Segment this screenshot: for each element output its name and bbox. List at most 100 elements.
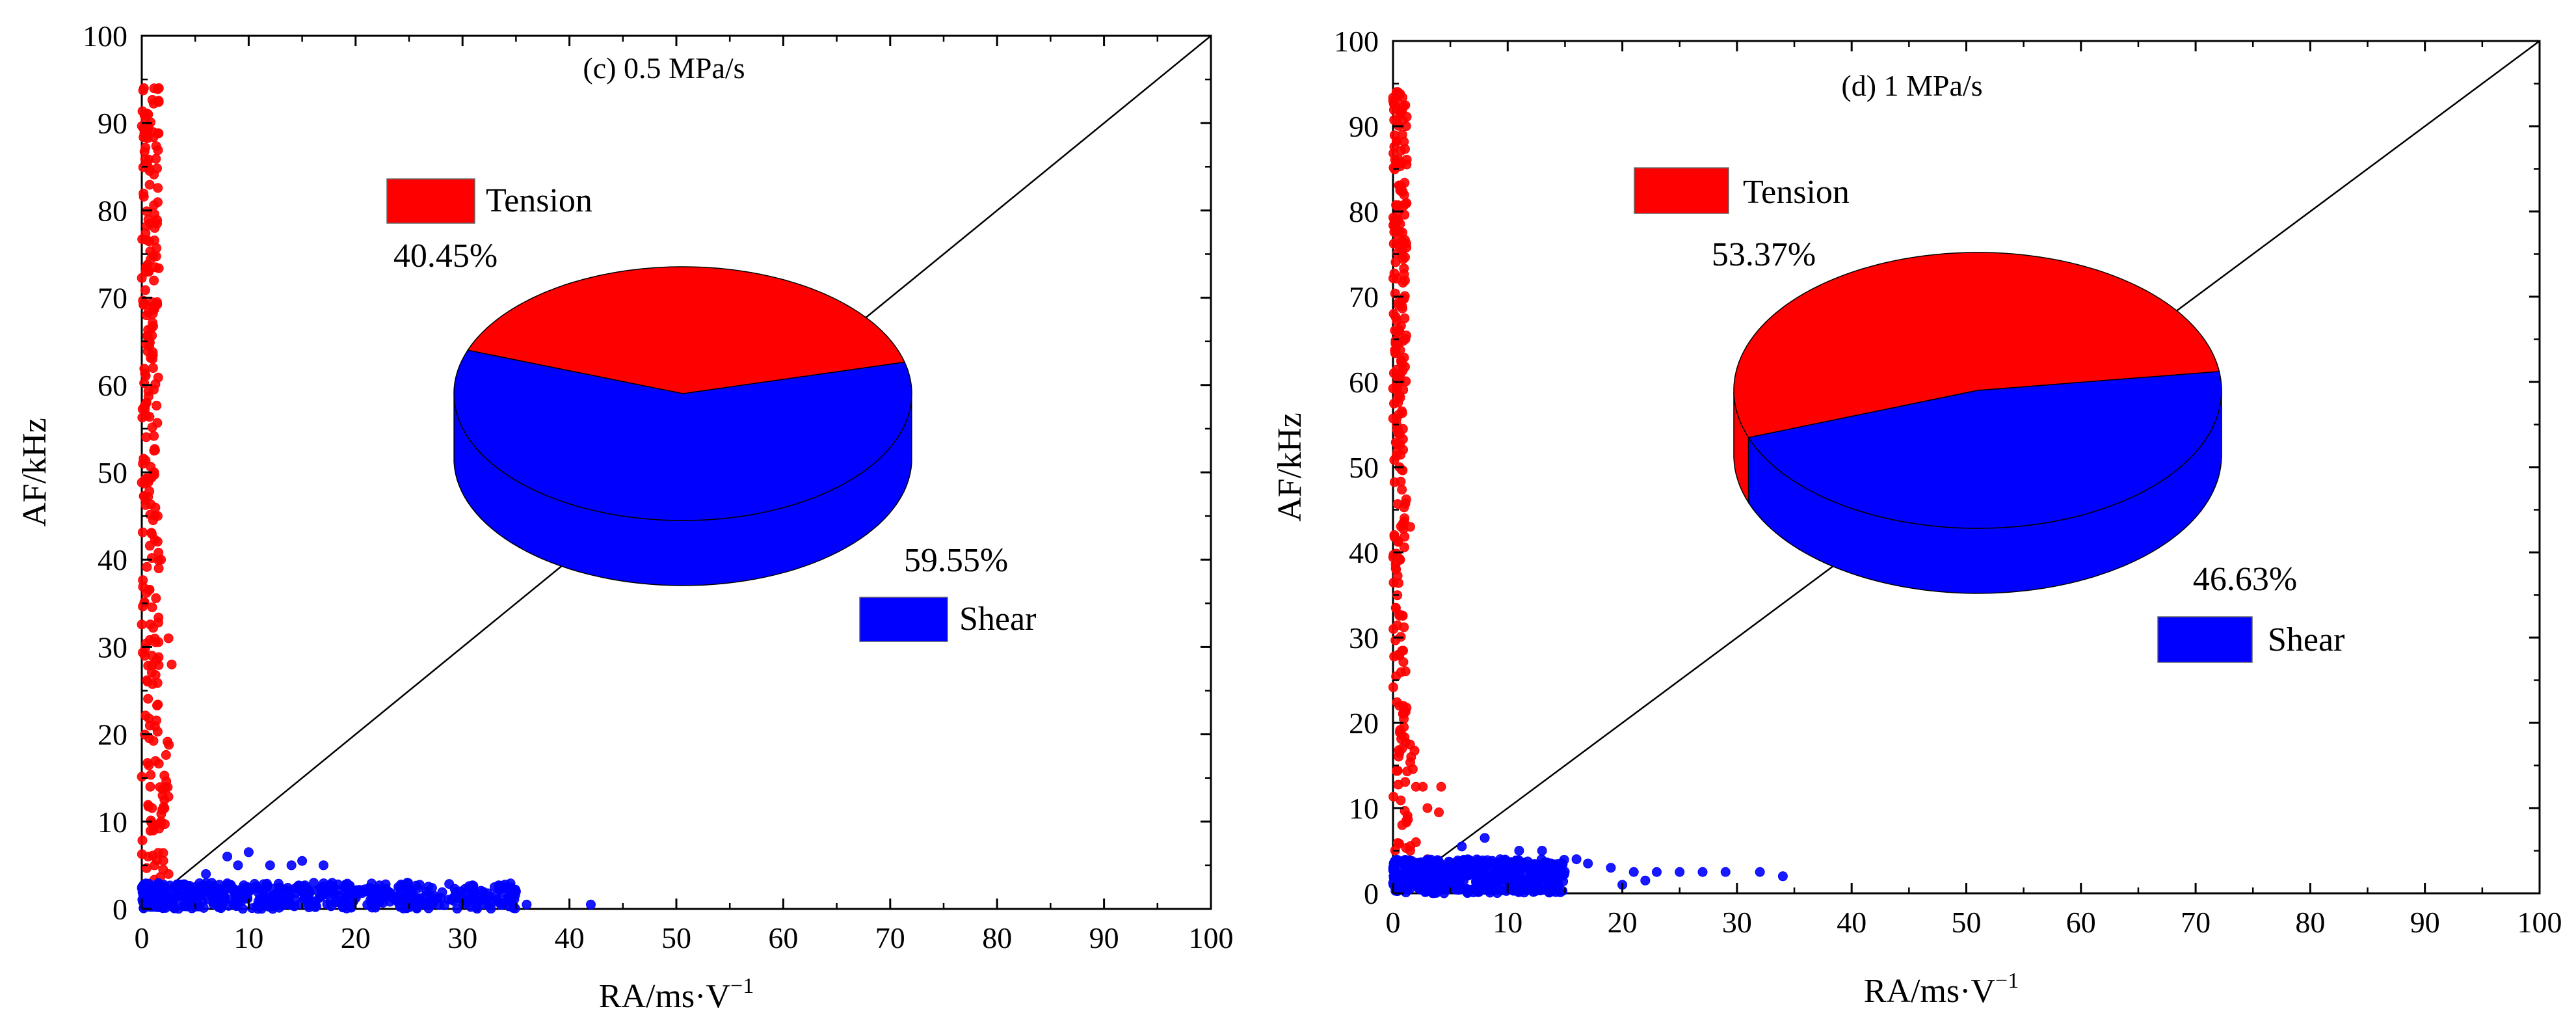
scatter-point — [1399, 622, 1409, 632]
scatter-point — [1755, 867, 1765, 877]
scatter-point — [1492, 858, 1502, 869]
scatter-point — [242, 893, 252, 903]
scatter-point — [1388, 624, 1399, 634]
y-axis-label: AF/kHz — [16, 418, 53, 527]
chart-panel-d: 0 10 20 30 40 50 60 70 80 90 100 0 10 20 30 40 50 60 70 80 9… — [1271, 25, 2562, 1010]
scatter-point — [423, 882, 434, 892]
scatter-point — [1395, 226, 1405, 237]
scatter-point — [1583, 858, 1593, 869]
scatter-point — [1720, 867, 1731, 877]
x-tick-label: 0 — [135, 921, 150, 954]
scatter-point — [142, 561, 152, 572]
scatter-point — [1777, 871, 1788, 882]
scatter-point — [232, 901, 242, 912]
scatter-point — [1392, 115, 1402, 126]
x-tick-label: 50 — [1952, 906, 1982, 939]
legend-label: Tension — [1743, 174, 1850, 211]
pie-percent-label: 40.45% — [393, 237, 498, 275]
scatter-point — [1548, 863, 1559, 873]
scatter-point — [1397, 359, 1407, 370]
scatter-point — [153, 372, 163, 383]
scatter-point — [148, 385, 159, 395]
scatter-point — [1392, 385, 1402, 395]
x-axis-label-superscript: −1 — [1995, 969, 2019, 993]
x-tick-label: 0 — [1386, 906, 1401, 939]
scatter-point — [1558, 859, 1568, 870]
scatter-point — [1401, 159, 1412, 170]
scatter-point — [150, 860, 160, 871]
chart-title: (d) 1 MPa/s — [1841, 69, 1982, 102]
scatter-point — [384, 887, 395, 897]
scatter-point — [153, 660, 164, 670]
scatter-point — [1474, 876, 1484, 887]
scatter-point — [585, 899, 596, 910]
scatter-point — [1537, 846, 1547, 856]
scatter-point — [490, 882, 500, 892]
scatter-point — [163, 633, 174, 643]
scatter-point — [1461, 869, 1471, 879]
scatter-point — [352, 885, 362, 895]
scatter-point — [153, 563, 164, 574]
scatter-point — [150, 502, 161, 513]
scatter-point — [375, 887, 386, 897]
scatter-point — [414, 880, 425, 890]
x-tick-label: 90 — [2410, 906, 2440, 939]
scatter-point — [486, 898, 496, 908]
y-tick-label: 80 — [1349, 195, 1379, 228]
scatter-point — [1397, 303, 1407, 314]
y-tick-label: 40 — [1349, 536, 1379, 569]
scatter-point — [1473, 887, 1483, 897]
scatter-point — [138, 897, 148, 907]
scatter-point — [1396, 476, 1406, 487]
legend-swatch — [2157, 616, 2253, 663]
y-tick-label: 60 — [1349, 366, 1379, 399]
scatter-point — [1472, 861, 1483, 872]
scatter-point — [148, 515, 158, 526]
scatter-point — [152, 297, 162, 307]
scatter-point — [1393, 779, 1403, 790]
scatter-point — [326, 901, 336, 912]
x-tick-label: 70 — [875, 921, 905, 954]
scatter-point — [1397, 820, 1407, 830]
scatter-point — [1697, 867, 1708, 877]
scatter-point — [147, 651, 157, 661]
scatter-point — [503, 895, 514, 905]
scatter-point — [1390, 312, 1401, 322]
scatter-point — [1537, 863, 1548, 873]
scatter-point — [1395, 439, 1405, 450]
pie-inset: 40.45% 59.55% — [393, 237, 1008, 586]
scatter-point — [1389, 530, 1400, 540]
scatter-point — [1480, 833, 1490, 843]
scatter-point — [151, 593, 161, 603]
x-axis-label-superscript: −1 — [730, 974, 754, 998]
scatter-point — [1436, 781, 1446, 792]
y-tick-label: 60 — [98, 369, 127, 402]
pie-percent-label: 53.37% — [1712, 236, 1816, 273]
y-tick-label: 50 — [98, 456, 127, 489]
scatter-point — [452, 904, 462, 914]
scatter-point — [143, 694, 153, 704]
scatter-point — [1396, 667, 1406, 677]
scatter-point — [148, 98, 159, 109]
scatter-point — [145, 781, 155, 792]
scatter-point — [511, 886, 521, 897]
scatter-point — [222, 851, 233, 861]
scatter-point — [1399, 542, 1409, 552]
scatter-point — [150, 262, 161, 273]
scatter-point — [304, 887, 315, 898]
scatter-point — [306, 899, 316, 910]
scatter-point — [144, 584, 155, 595]
scatter-point — [143, 660, 153, 671]
scatter-point — [1407, 764, 1418, 774]
scatter-point — [1487, 879, 1497, 889]
scatter-point — [151, 251, 161, 262]
scatter-point — [148, 132, 159, 142]
scatter-point — [298, 881, 308, 891]
scatter-point — [345, 880, 355, 891]
y-tick-label: 10 — [1349, 792, 1379, 825]
chart-panel-c: 0 10 20 30 40 50 60 70 80 90 100 0 10 20 30 40 50 60 70 80 9… — [16, 20, 1234, 1015]
scatter-point — [139, 597, 150, 608]
scatter-point — [418, 899, 429, 910]
scatter-point — [159, 770, 170, 781]
